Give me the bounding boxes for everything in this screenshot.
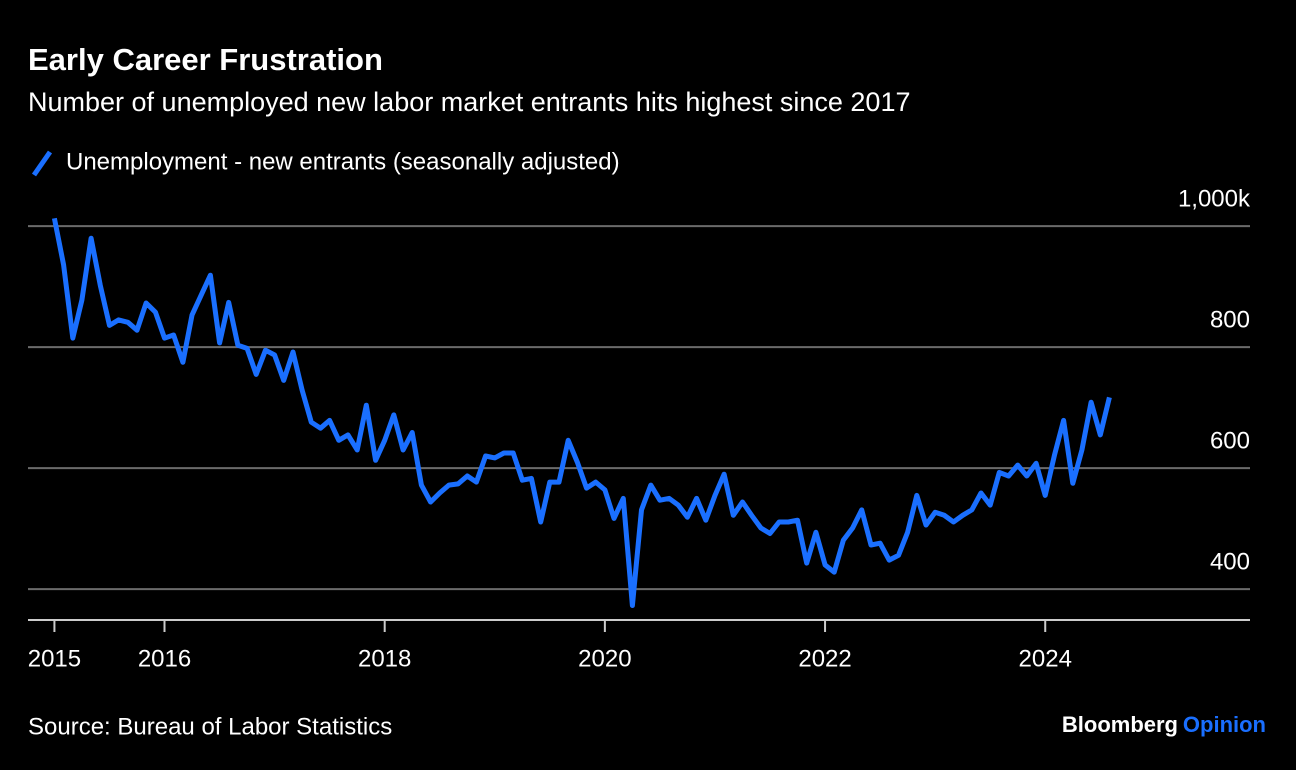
x-tick-label: 2016 <box>138 645 191 672</box>
legend-swatch <box>31 150 53 177</box>
data-line <box>51 217 1112 608</box>
x-tick-label: 2020 <box>578 645 631 672</box>
source: Source: Bureau of Labor Statistics <box>28 713 392 740</box>
legend-label: Unemployment - new entrants (seasonally … <box>66 148 620 175</box>
x-tick-label: 2022 <box>798 645 851 672</box>
x-tick-label: 2015 <box>28 645 81 672</box>
x-tick-label: 2018 <box>358 645 411 672</box>
brand: Bloomberg <box>1062 712 1178 737</box>
y-tick-label: 1,000k <box>1178 185 1251 212</box>
y-tick-label: 400 <box>1210 548 1250 575</box>
x-tick-label: 2024 <box>1019 645 1072 672</box>
chart-title: Early Career Frustration <box>28 42 383 77</box>
y-tick-label: 800 <box>1210 306 1250 333</box>
brand-suffix: Opinion <box>1183 712 1266 737</box>
chart-subtitle: Number of unemployed new labor market en… <box>28 87 910 117</box>
y-tick-label: 600 <box>1210 427 1250 454</box>
